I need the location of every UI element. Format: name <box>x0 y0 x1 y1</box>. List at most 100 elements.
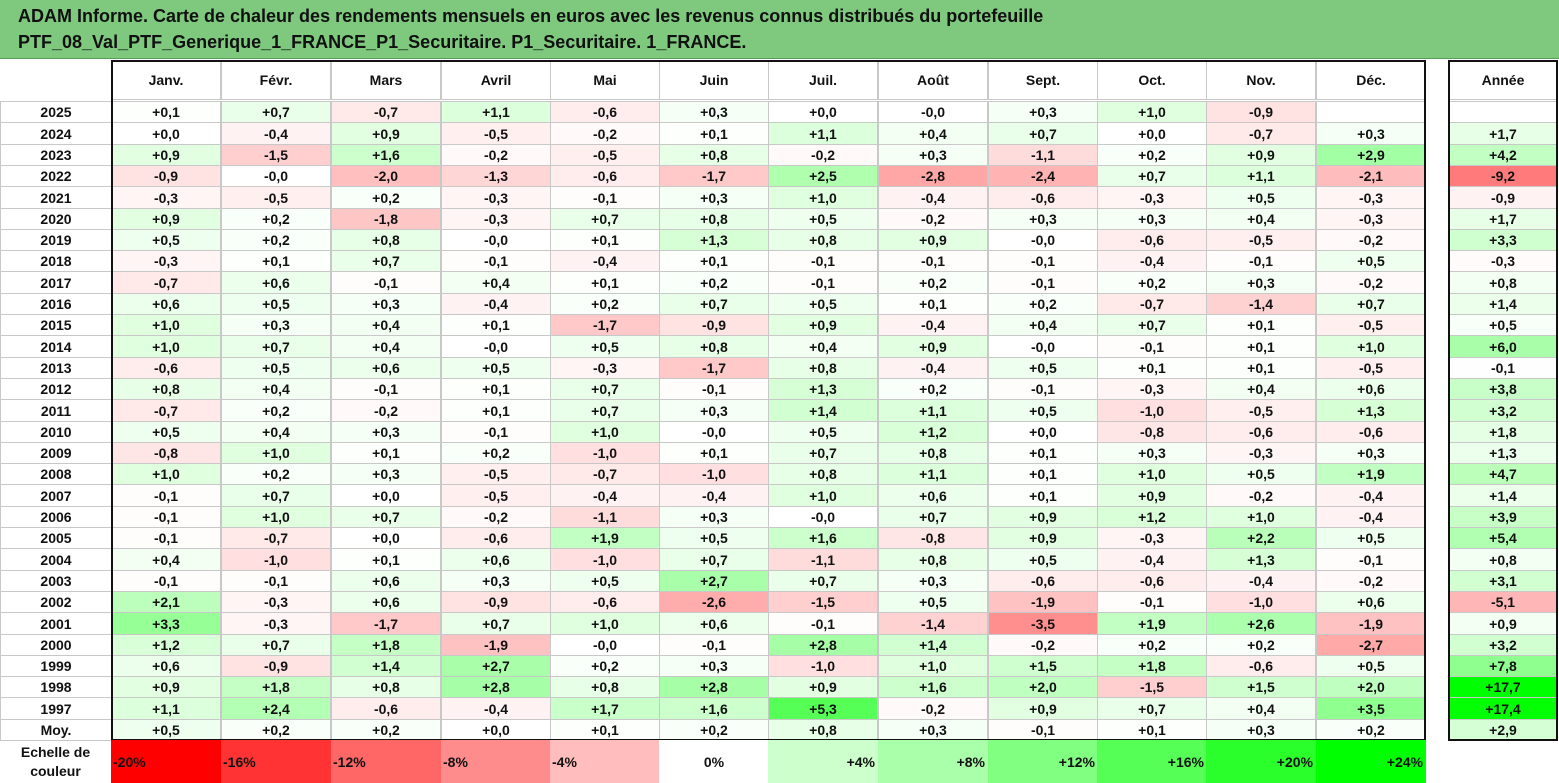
heat-cell: +0,6 <box>1316 378 1426 400</box>
heat-cell: +0,9 <box>768 314 878 336</box>
row-label: 2011 <box>0 399 112 422</box>
heat-cell: -0,3 <box>441 208 551 230</box>
column-header: Juin <box>659 60 769 100</box>
heat-cell: +0,5 <box>988 357 1098 379</box>
year-cell: +4,7 <box>1448 463 1558 485</box>
heat-cell: +0,5 <box>111 229 221 251</box>
heat-cell: +0,1 <box>659 250 769 272</box>
heat-cell: +0,3 <box>1316 442 1426 464</box>
year-cell: +1,7 <box>1448 208 1558 230</box>
year-cell: +17,7 <box>1448 676 1558 698</box>
heat-cell: +1,0 <box>550 612 660 635</box>
heat-cell: +0,2 <box>221 399 331 422</box>
heat-cell: -0,1 <box>878 250 988 272</box>
heat-cell: +0,0 <box>988 421 1098 443</box>
heat-cell: +2,7 <box>659 570 769 592</box>
scale-swatch: -8% <box>441 740 551 783</box>
heat-cell: +2,4 <box>221 697 331 720</box>
heat-cell: +0,1 <box>550 271 660 294</box>
heat-cell: -0,5 <box>1316 357 1426 379</box>
heat-cell: -0,9 <box>221 655 331 677</box>
heat-cell: +0,7 <box>659 293 769 315</box>
heat-cell: -0,3 <box>441 186 551 209</box>
heat-cell: -0,7 <box>331 101 441 123</box>
heat-cell: -0,2 <box>441 144 551 166</box>
row-label: 2015 <box>0 314 112 336</box>
heat-cell: -0,6 <box>550 101 660 123</box>
heat-cell: -0,6 <box>331 697 441 720</box>
heat-cell: -0,4 <box>221 122 331 145</box>
heat-cell: +2,6 <box>1206 612 1316 635</box>
heat-cell: +0,7 <box>768 442 878 464</box>
row-label: 2007 <box>0 484 112 507</box>
year-cell: +1,8 <box>1448 421 1558 443</box>
heat-cell: +0,9 <box>878 229 988 251</box>
heat-cell: +0,5 <box>1316 655 1426 677</box>
heat-cell: -1,4 <box>1206 293 1316 315</box>
heat-cell: -2,4 <box>988 165 1098 187</box>
heat-cell: +2,8 <box>659 676 769 698</box>
heat-cell: -0,1 <box>111 484 221 507</box>
heat-cell: +0,5 <box>1316 527 1426 549</box>
heat-cell: +1,3 <box>768 378 878 400</box>
column-header: Avril <box>441 60 551 100</box>
heat-cell: +3,3 <box>111 612 221 635</box>
heat-cell: -0,1 <box>331 271 441 294</box>
heat-cell: -3,5 <box>988 612 1098 635</box>
heat-cell: -0,0 <box>441 335 551 358</box>
scale-swatch: +4% <box>768 740 878 783</box>
heat-cell: +0,5 <box>111 421 221 443</box>
heat-cell: -0,7 <box>1097 293 1207 315</box>
heat-cell: -1,0 <box>1206 591 1316 613</box>
heat-cell: -0,4 <box>1097 250 1207 272</box>
heat-cell: +0,7 <box>221 634 331 656</box>
heat-cell: -0,1 <box>659 634 769 656</box>
row-label: 2019 <box>0 229 112 251</box>
row-label: Moy. <box>0 719 112 741</box>
heat-cell: +0,6 <box>1316 591 1426 613</box>
heat-cell: +0,1 <box>659 122 769 145</box>
heat-cell: -0,1 <box>441 421 551 443</box>
heat-cell: +0,3 <box>659 506 769 528</box>
scale-swatch: +20% <box>1206 740 1316 783</box>
heat-cell: +0,3 <box>331 293 441 315</box>
heat-cell: +0,2 <box>659 271 769 294</box>
heat-cell: +0,1 <box>441 378 551 400</box>
column-header: Déc. <box>1316 60 1426 100</box>
heat-cell: -0,0 <box>988 229 1098 251</box>
heat-cell: -0,4 <box>441 697 551 720</box>
heat-cell: +0,3 <box>878 570 988 592</box>
heat-cell: +1,1 <box>878 463 988 485</box>
heat-cell: -0,7 <box>111 271 221 294</box>
heat-cell: +0,0 <box>1097 122 1207 145</box>
heat-cell: +0,8 <box>331 676 441 698</box>
year-cell: -5,1 <box>1448 591 1558 613</box>
heat-cell: -0,3 <box>550 357 660 379</box>
heat-cell: -0,3 <box>1097 186 1207 209</box>
heat-cell: +2,5 <box>768 165 878 187</box>
heat-cell: -1,5 <box>221 144 331 166</box>
heat-cell: +2,7 <box>441 655 551 677</box>
heat-cell: +0,2 <box>1206 634 1316 656</box>
heat-cell: +1,1 <box>441 101 551 123</box>
scale-swatch: -4% <box>550 740 660 783</box>
heat-cell: +1,3 <box>1206 548 1316 571</box>
heat-cell: +0,3 <box>1206 719 1316 741</box>
heat-cell: +0,3 <box>1206 271 1316 294</box>
row-label: 2017 <box>0 271 112 294</box>
heat-cell: +0,1 <box>1097 357 1207 379</box>
heat-cell: -0,1 <box>768 271 878 294</box>
scale-swatch: 0% <box>659 740 769 783</box>
heat-cell: +0,3 <box>1097 208 1207 230</box>
scale-swatch: +24% <box>1316 740 1426 783</box>
heat-cell: -1,4 <box>878 612 988 635</box>
row-label: 1997 <box>0 697 112 720</box>
heat-cell: -0,8 <box>1097 421 1207 443</box>
heat-cell: +0,3 <box>988 101 1098 123</box>
heat-cell: -0,4 <box>878 186 988 209</box>
heat-cell: +0,0 <box>441 719 551 741</box>
heat-cell: -0,3 <box>111 186 221 209</box>
heat-cell: +1,4 <box>768 399 878 422</box>
heat-cell: -2,6 <box>659 591 769 613</box>
heat-cell: +0,8 <box>878 442 988 464</box>
